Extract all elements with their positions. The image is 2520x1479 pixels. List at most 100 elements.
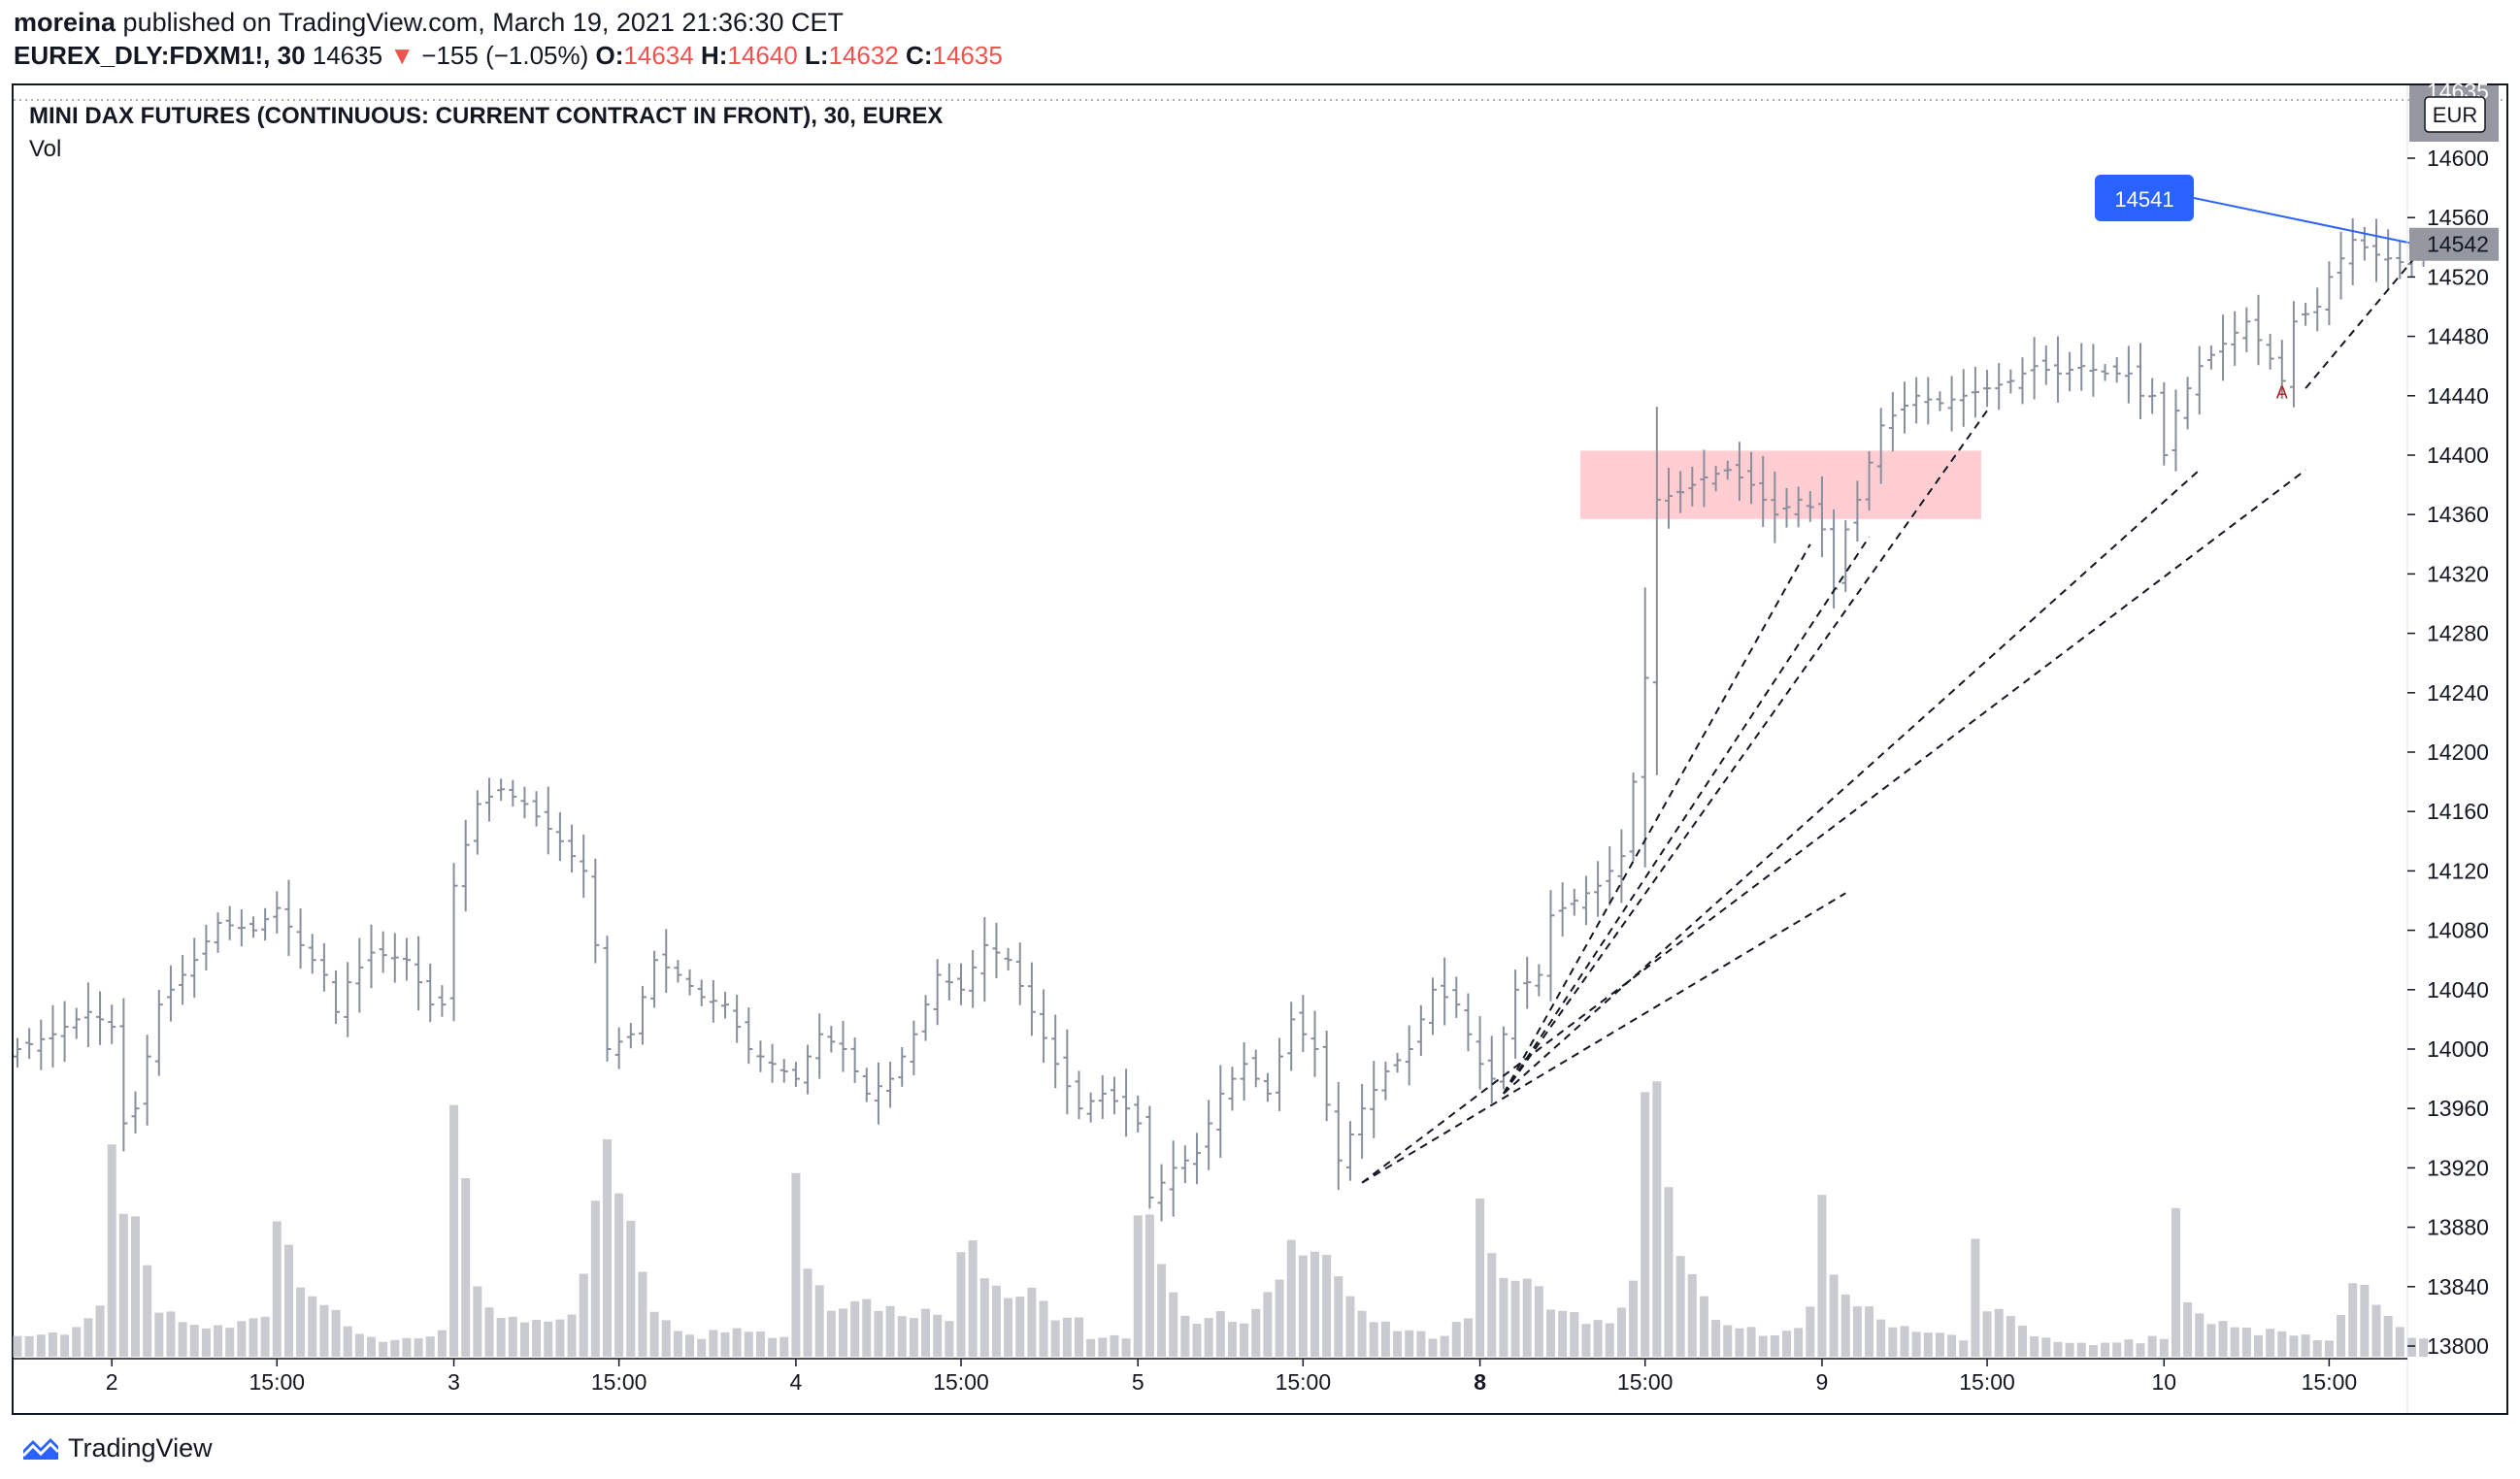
- ohlc-bar: [1995, 363, 2004, 411]
- volume-bar: [603, 1138, 612, 1357]
- volume-bar: [744, 1331, 753, 1357]
- ohlc-bar: [1393, 1052, 1402, 1073]
- volume-bar: [272, 1221, 282, 1357]
- current-price-tag-text: 14542: [2427, 232, 2489, 257]
- ohlc-bar: [332, 970, 341, 1025]
- time-tick-label: 9: [1816, 1369, 1829, 1395]
- ohlc-bar: [1535, 964, 1543, 997]
- volume-bar: [2124, 1339, 2134, 1357]
- volume-bar: [685, 1334, 695, 1357]
- ohlc-bar: [1452, 976, 1461, 1018]
- volume-bar: [1393, 1331, 1403, 1357]
- volume-bar: [2371, 1304, 2381, 1357]
- volume-bar: [909, 1318, 918, 1357]
- volume-bar: [1558, 1310, 1568, 1357]
- trend-line: [1503, 410, 1988, 1095]
- ohlc-bar: [202, 924, 211, 970]
- volume-bar: [755, 1331, 765, 1357]
- volume-bar: [1664, 1187, 1674, 1357]
- volume-bar: [72, 1327, 82, 1357]
- tradingview-brand[interactable]: TradingView: [68, 1432, 213, 1463]
- volume-bar: [1050, 1320, 1060, 1357]
- ohlc-bar: [414, 936, 423, 1011]
- trend-line: [1503, 536, 1871, 1095]
- ohlc-bar: [1157, 1164, 1166, 1222]
- volume-bar: [1746, 1327, 1756, 1357]
- volume-bar: [308, 1296, 317, 1357]
- volume-bar: [614, 1193, 624, 1357]
- volume-bar: [414, 1338, 423, 1357]
- chart-frame[interactable]: [12, 83, 2508, 1415]
- ohlc-bar: [1747, 451, 1756, 505]
- trend-line: [1361, 892, 1846, 1184]
- volume-bar: [968, 1240, 978, 1357]
- time-tick-label: 15:00: [249, 1369, 306, 1395]
- ohlc-bar: [969, 950, 978, 1008]
- ohlc-bar: [261, 907, 270, 941]
- author-name[interactable]: moreina: [14, 8, 116, 37]
- time-tick-label: 10: [2152, 1369, 2177, 1395]
- time-tick-label: 15:00: [1276, 1369, 1332, 1395]
- ohlc-bar: [2396, 241, 2404, 279]
- volume-bar: [249, 1318, 258, 1357]
- price-tick-label: 14080: [2427, 918, 2489, 943]
- ohlc-bar: [273, 891, 282, 934]
- ohlc-bar: [49, 1004, 57, 1068]
- ohlc-bar: [992, 922, 1001, 978]
- ohlc-bar: [779, 1059, 788, 1083]
- ohlc-bar: [1876, 408, 1885, 484]
- open-value: 14634: [623, 41, 694, 70]
- high-label: H:: [700, 41, 728, 70]
- ohlc-bar: [1464, 993, 1473, 1052]
- ohlc-bar: [1959, 369, 1968, 427]
- volume-bar: [201, 1328, 211, 1357]
- ohlc-bar: [1936, 391, 1944, 411]
- trend-line: [2304, 246, 2425, 389]
- volume-bar: [2147, 1335, 2157, 1357]
- volume-bar: [1428, 1338, 1438, 1357]
- volume-bar: [1829, 1274, 1839, 1357]
- ohlc-bar: [555, 812, 564, 862]
- volume-indicator-label[interactable]: Vol: [29, 136, 62, 162]
- ohlc-bar: [2160, 381, 2169, 466]
- ohlc-bar: [1322, 1030, 1331, 1122]
- price-tick-label: 14600: [2427, 146, 2489, 171]
- time-tick-label: 3: [448, 1369, 460, 1395]
- volume-bar: [1039, 1300, 1048, 1357]
- ohlc-bar: [1782, 487, 1791, 528]
- volume-bar: [2289, 1335, 2299, 1357]
- volume-bar: [1971, 1238, 1980, 1357]
- ohlc-bar: [1075, 1070, 1083, 1120]
- ohlc-bar: [2348, 217, 2357, 285]
- volume-bar: [2053, 1341, 2063, 1357]
- currency-button[interactable]: [2424, 96, 2486, 133]
- volume-series: [13, 1081, 2429, 1357]
- ohlc-bar: [1051, 1014, 1060, 1089]
- volume-bar: [2360, 1285, 2370, 1357]
- volume-bar: [579, 1273, 588, 1357]
- ohlc-bar: [1901, 381, 1908, 434]
- volume-bar: [1240, 1323, 1249, 1357]
- ohlc-bar: [2041, 345, 2050, 385]
- volume-bar: [225, 1328, 235, 1357]
- price-tick-label: 13800: [2427, 1333, 2489, 1359]
- volume-bar: [178, 1322, 187, 1357]
- ohlc-bar: [2277, 340, 2286, 399]
- ohlc-bar: [1441, 957, 1449, 1026]
- ohlc-bar: [1641, 587, 1649, 868]
- volume-bar: [1923, 1332, 1933, 1357]
- volume-bar: [921, 1308, 931, 1357]
- ohlc-bar: [1771, 471, 1779, 543]
- ohlc-bar: [1759, 455, 1768, 528]
- ohlc-bar: [1594, 861, 1603, 917]
- ohlc-bar: [1416, 1004, 1425, 1057]
- volume-bar: [1416, 1331, 1426, 1357]
- ohlc-bar: [791, 1062, 800, 1087]
- ohlc-bar: [850, 1037, 859, 1083]
- ohlc-bar: [131, 1091, 140, 1134]
- ohlc-bar: [1287, 1002, 1296, 1071]
- volume-bar: [826, 1310, 836, 1357]
- ohlc-bar: [1299, 995, 1308, 1053]
- ohlc-bar: [733, 994, 742, 1043]
